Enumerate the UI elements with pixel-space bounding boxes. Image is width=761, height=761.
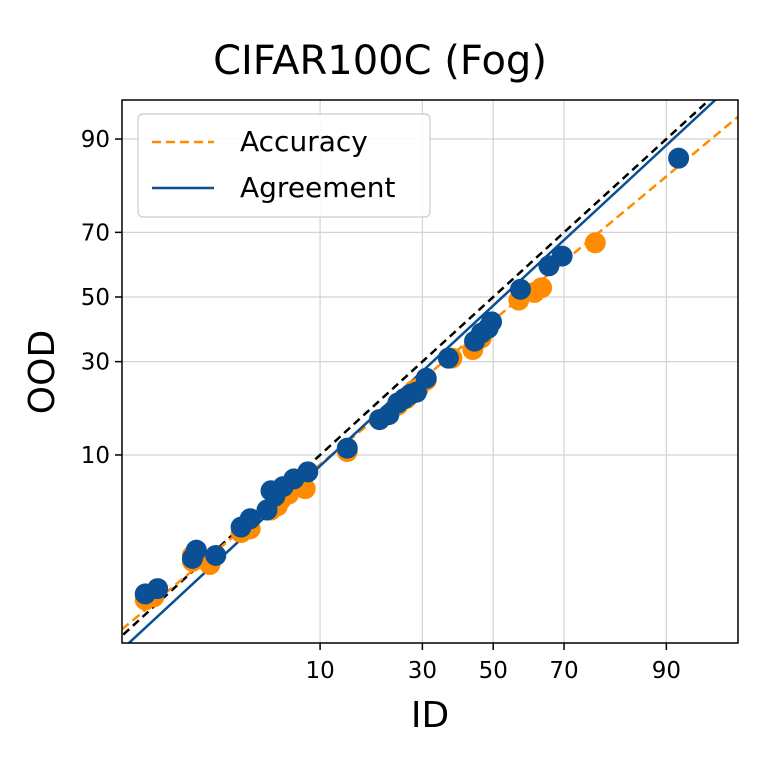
y-tick-label: 30 — [81, 350, 110, 376]
agreement-point — [205, 544, 227, 566]
agreement-point — [239, 508, 261, 530]
accuracy-point — [531, 277, 553, 299]
agreement-point — [481, 311, 503, 333]
data-points — [134, 147, 690, 611]
agreement-point — [297, 461, 319, 483]
agreement-point — [147, 578, 169, 600]
chart-title: CIFAR100C (Fog) — [213, 38, 547, 84]
legend-accuracy-label: Accuracy — [240, 125, 368, 158]
x-tick-label: 10 — [305, 658, 334, 684]
axis-ticks: 10 30 50 70 90 10 30 50 70 90 — [81, 127, 681, 684]
x-tick-label: 70 — [549, 658, 578, 684]
diagonal-line — [122, 100, 711, 638]
legend-box — [137, 113, 431, 218]
x-axis-label: ID — [411, 695, 449, 736]
plot-frame — [121, 99, 739, 644]
legend: Accuracy Agreement — [137, 113, 431, 218]
y-tick-label: 10 — [81, 443, 110, 469]
agreement-point — [185, 539, 207, 561]
x-tick-label: 90 — [652, 658, 681, 684]
agreement-point — [437, 347, 459, 369]
x-tick-label: 50 — [479, 658, 508, 684]
legend-agreement-label: Agreement — [240, 171, 396, 204]
y-tick-label: 90 — [81, 127, 110, 153]
agreement-point — [668, 147, 690, 169]
agreement-point — [551, 245, 573, 267]
agreement-point — [336, 437, 358, 459]
accuracy-point — [584, 232, 606, 254]
agreement-point — [415, 367, 437, 389]
y-tick-label: 50 — [81, 285, 110, 311]
agreement-point — [509, 278, 531, 300]
y-axis-label: OOD — [22, 330, 63, 414]
y-tick-label: 70 — [81, 220, 110, 246]
x-tick-label: 30 — [408, 658, 437, 684]
